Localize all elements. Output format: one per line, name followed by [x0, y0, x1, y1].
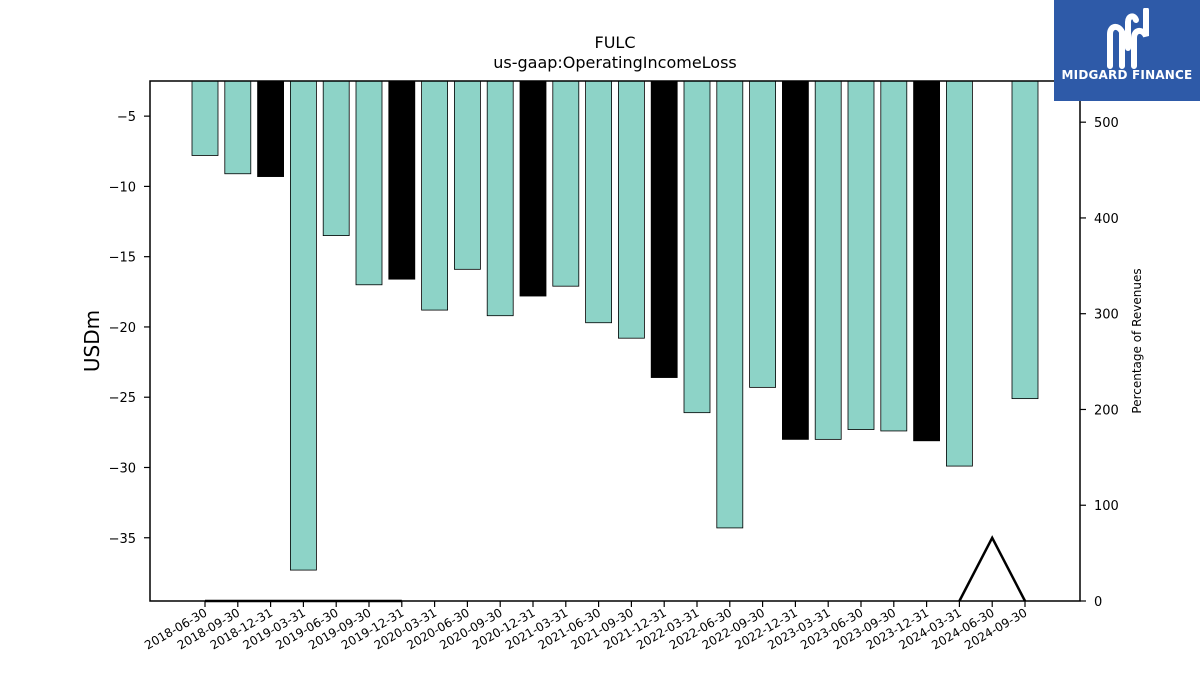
logo-text: MIDGARD FINANCE — [1061, 68, 1193, 82]
bar-2018-12-31 — [257, 80, 285, 177]
bar-2019-03-31 — [289, 80, 317, 571]
bar-2022-03-31 — [683, 80, 711, 414]
y-axis-label: USDm — [80, 310, 104, 372]
bar-2022-12-31 — [782, 80, 809, 440]
bar-2021-03-31 — [552, 80, 580, 287]
y-axis-left: −5 −10 −15 −20 −25 −30 −35 — [109, 110, 150, 547]
y-tick-label: −15 — [109, 251, 136, 266]
bar-2023-12-31 — [913, 80, 940, 442]
pct-revenue-line-1 — [958, 535, 1027, 602]
bar-2021-09-30 — [618, 80, 645, 339]
bar-2021-06-30 — [585, 80, 612, 324]
bar-2024-03-31 — [946, 80, 973, 467]
y-tick-label: −30 — [109, 461, 136, 476]
y-right-tick-label: 200 — [1094, 403, 1119, 418]
y-right-tick-label: 300 — [1094, 308, 1119, 323]
y-tick-label: −20 — [109, 321, 136, 336]
chart-title: FULC — [595, 33, 636, 52]
y-right-tick-label: 500 — [1094, 116, 1119, 131]
y-axis-right: 0 100 200 300 400 500 — [1080, 116, 1119, 610]
bar-2019-09-30 — [355, 80, 383, 286]
logo: MIDGARD FINANCE — [1054, 0, 1200, 101]
pct-revenue-series — [205, 535, 1027, 603]
y-axis-right-label: Percentage of Revenues — [1130, 268, 1144, 413]
bar-2020-06-30 — [453, 80, 481, 270]
chart-subtitle: us-gaap:OperatingIncomeLoss — [493, 53, 737, 72]
x-axis: 2018-06-302018-09-302018-12-312019-03-31… — [142, 601, 1030, 652]
plot-frame — [149, 80, 1081, 602]
bar-2022-06-30 — [716, 80, 744, 529]
bar-2018-09-30 — [224, 80, 252, 175]
bar-2020-09-30 — [486, 80, 514, 317]
y-right-tick-label: 0 — [1094, 595, 1102, 610]
y-tick-label: −5 — [117, 110, 136, 125]
bar-2020-03-31 — [421, 80, 449, 311]
y-right-tick-label: 100 — [1094, 499, 1119, 514]
bar-2023-09-30 — [880, 80, 908, 432]
y-tick-label: −25 — [109, 391, 136, 406]
bar-2018-06-30 — [191, 80, 219, 156]
bar-2023-03-31 — [814, 80, 842, 440]
y-right-tick-label: 400 — [1094, 212, 1119, 227]
bar-2019-12-31 — [388, 80, 416, 280]
bar-2024-09-30 — [1011, 80, 1039, 400]
bar-2020-12-31 — [519, 80, 547, 297]
bar-series — [191, 80, 1039, 571]
bar-2023-06-30 — [847, 80, 875, 430]
bar-2021-12-31 — [650, 80, 678, 378]
y-tick-label: −10 — [109, 180, 136, 195]
bar-2022-09-30 — [749, 80, 776, 388]
bar-2019-06-30 — [322, 80, 350, 236]
y-tick-label: −35 — [109, 532, 136, 547]
midgard-logo-icon — [1107, 8, 1149, 69]
